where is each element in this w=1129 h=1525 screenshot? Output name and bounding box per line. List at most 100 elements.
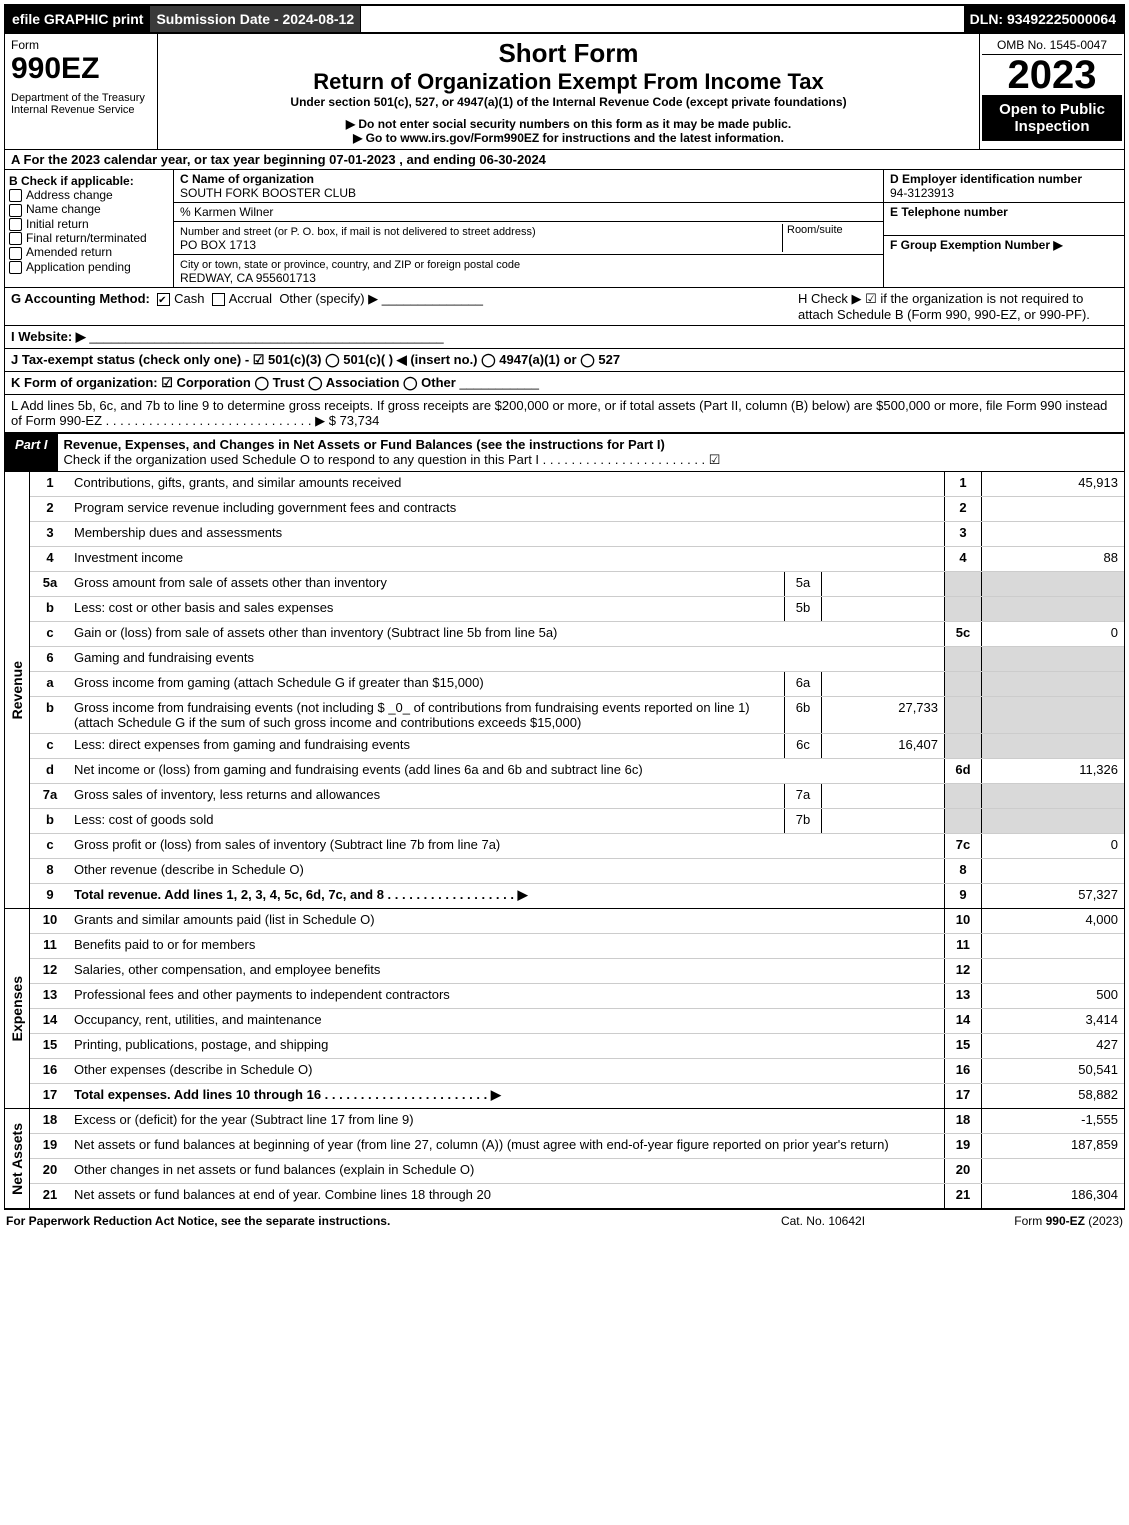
goto-link[interactable]: ▶ Go to www.irs.gov/Form990EZ for instru… bbox=[164, 131, 973, 145]
row-j: J Tax-exempt status (check only one) - ☑… bbox=[4, 349, 1125, 372]
dept-line1: Department of the Treasury bbox=[11, 92, 151, 104]
g-other: Other (specify) ▶ bbox=[279, 291, 378, 306]
ln9-desc: Total revenue. Add lines 1, 2, 3, 4, 5c,… bbox=[74, 887, 528, 902]
row-a-tax-year: A For the 2023 calendar year, or tax yea… bbox=[4, 150, 1125, 170]
ln7b-en-shade bbox=[944, 809, 982, 833]
chk-application-pending[interactable] bbox=[9, 261, 22, 274]
ln6c-en-shade bbox=[944, 734, 982, 758]
ln5a-num: 5a bbox=[30, 572, 70, 596]
ln18-desc: Excess or (deficit) for the year (Subtra… bbox=[70, 1109, 944, 1133]
ln6a-en-shade bbox=[944, 672, 982, 696]
org-name: SOUTH FORK BOOSTER CLUB bbox=[180, 186, 356, 200]
ln8-desc: Other revenue (describe in Schedule O) bbox=[70, 859, 944, 883]
ln18-ev: -1,555 bbox=[982, 1109, 1124, 1133]
ln5a-desc: Gross amount from sale of assets other t… bbox=[70, 572, 784, 596]
ln19-num: 19 bbox=[30, 1134, 70, 1158]
ln9-en: 9 bbox=[944, 884, 982, 908]
chk-final-return[interactable] bbox=[9, 232, 22, 245]
ln20-desc: Other changes in net assets or fund bala… bbox=[70, 1159, 944, 1183]
ln12-en: 12 bbox=[944, 959, 982, 983]
ln21-desc: Net assets or fund balances at end of ye… bbox=[70, 1184, 944, 1208]
chk-address-change[interactable] bbox=[9, 189, 22, 202]
ln7c-en: 7c bbox=[944, 834, 982, 858]
ln6c-ev-shade bbox=[982, 734, 1124, 758]
efile-print-button[interactable]: efile GRAPHIC print bbox=[6, 6, 150, 32]
ln3-ev bbox=[982, 522, 1124, 546]
chk-amended-return[interactable] bbox=[9, 247, 22, 260]
ln10-desc: Grants and similar amounts paid (list in… bbox=[70, 909, 944, 933]
chk-cash[interactable] bbox=[157, 293, 170, 306]
ln1-desc: Contributions, gifts, grants, and simila… bbox=[70, 472, 944, 496]
footer-right: Form 990-EZ (2023) bbox=[923, 1214, 1123, 1228]
ln15-desc: Printing, publications, postage, and shi… bbox=[70, 1034, 944, 1058]
ln7b-desc: Less: cost of goods sold bbox=[70, 809, 784, 833]
ln3-num: 3 bbox=[30, 522, 70, 546]
net-assets-section: Net Assets 18Excess or (deficit) for the… bbox=[4, 1109, 1125, 1210]
ln6-en-shade bbox=[944, 647, 982, 671]
ln7b-sv bbox=[822, 809, 944, 833]
ln14-desc: Occupancy, rent, utilities, and maintena… bbox=[70, 1009, 944, 1033]
ln1-en: 1 bbox=[944, 472, 982, 496]
row-k: K Form of organization: ☑ Corporation ◯ … bbox=[4, 372, 1125, 395]
ln8-num: 8 bbox=[30, 859, 70, 883]
ln6b-sn: 6b bbox=[784, 697, 822, 733]
e-label: E Telephone number bbox=[890, 205, 1008, 219]
b-item-1: Name change bbox=[26, 202, 101, 216]
ln5c-desc: Gain or (loss) from sale of assets other… bbox=[70, 622, 944, 646]
ln9-ev: 57,327 bbox=[982, 884, 1124, 908]
ln21-ev: 186,304 bbox=[982, 1184, 1124, 1208]
expenses-section: Expenses 10Grants and similar amounts pa… bbox=[4, 909, 1125, 1109]
ln13-ev: 500 bbox=[982, 984, 1124, 1008]
c-name-label: C Name of organization bbox=[180, 172, 314, 186]
b-label: B Check if applicable: bbox=[9, 174, 169, 188]
ln2-ev bbox=[982, 497, 1124, 521]
ln5b-ev-shade bbox=[982, 597, 1124, 621]
ln4-ev: 88 bbox=[982, 547, 1124, 571]
ln17-desc: Total expenses. Add lines 10 through 16 … bbox=[74, 1087, 501, 1102]
ln6d-ev: 11,326 bbox=[982, 759, 1124, 783]
ln20-en: 20 bbox=[944, 1159, 982, 1183]
ln5b-sv bbox=[822, 597, 944, 621]
chk-name-change[interactable] bbox=[9, 204, 22, 217]
ln4-desc: Investment income bbox=[70, 547, 944, 571]
ln16-num: 16 bbox=[30, 1059, 70, 1083]
ln14-en: 14 bbox=[944, 1009, 982, 1033]
ln6a-ev-shade bbox=[982, 672, 1124, 696]
form-number: 990EZ bbox=[11, 52, 151, 86]
k-label: K Form of organization: ☑ Corporation ◯ … bbox=[11, 375, 456, 390]
ln4-en: 4 bbox=[944, 547, 982, 571]
part1-label: Part I bbox=[5, 434, 58, 471]
ln19-en: 19 bbox=[944, 1134, 982, 1158]
ln6d-num: d bbox=[30, 759, 70, 783]
tax-year: 2023 bbox=[982, 55, 1122, 95]
room-suite-label: Room/suite bbox=[782, 224, 877, 252]
part1-sub: Check if the organization used Schedule … bbox=[64, 452, 721, 467]
ln15-num: 15 bbox=[30, 1034, 70, 1058]
ln2-desc: Program service revenue including govern… bbox=[70, 497, 944, 521]
chk-initial-return[interactable] bbox=[9, 218, 22, 231]
g-cash: Cash bbox=[174, 291, 204, 306]
under-section: Under section 501(c), 527, or 4947(a)(1)… bbox=[164, 95, 973, 109]
ln6c-sv: 16,407 bbox=[822, 734, 944, 758]
chk-accrual[interactable] bbox=[212, 293, 225, 306]
ln5c-en: 5c bbox=[944, 622, 982, 646]
ln12-desc: Salaries, other compensation, and employ… bbox=[70, 959, 944, 983]
row-i: I Website: ▶ ___________________________… bbox=[4, 326, 1125, 349]
page-footer: For Paperwork Reduction Act Notice, see … bbox=[4, 1210, 1125, 1232]
ln8-ev bbox=[982, 859, 1124, 883]
form-label: Form bbox=[11, 38, 151, 52]
ln6b-sv: 27,733 bbox=[822, 697, 944, 733]
ln3-desc: Membership dues and assessments bbox=[70, 522, 944, 546]
footer-left: For Paperwork Reduction Act Notice, see … bbox=[6, 1214, 723, 1228]
j-label: J Tax-exempt status (check only one) - ☑… bbox=[11, 352, 620, 367]
submission-date: Submission Date - 2024-08-12 bbox=[150, 6, 361, 32]
form-header: Form 990EZ Department of the Treasury In… bbox=[4, 34, 1125, 150]
ln6b-en-shade bbox=[944, 697, 982, 733]
ln5c-num: c bbox=[30, 622, 70, 646]
ln6c-desc: Less: direct expenses from gaming and fu… bbox=[70, 734, 784, 758]
ln7a-sn: 7a bbox=[784, 784, 822, 808]
ln5a-ev-shade bbox=[982, 572, 1124, 596]
g-label: G Accounting Method: bbox=[11, 291, 150, 306]
ssn-warning: ▶ Do not enter social security numbers o… bbox=[164, 117, 973, 131]
ln8-en: 8 bbox=[944, 859, 982, 883]
